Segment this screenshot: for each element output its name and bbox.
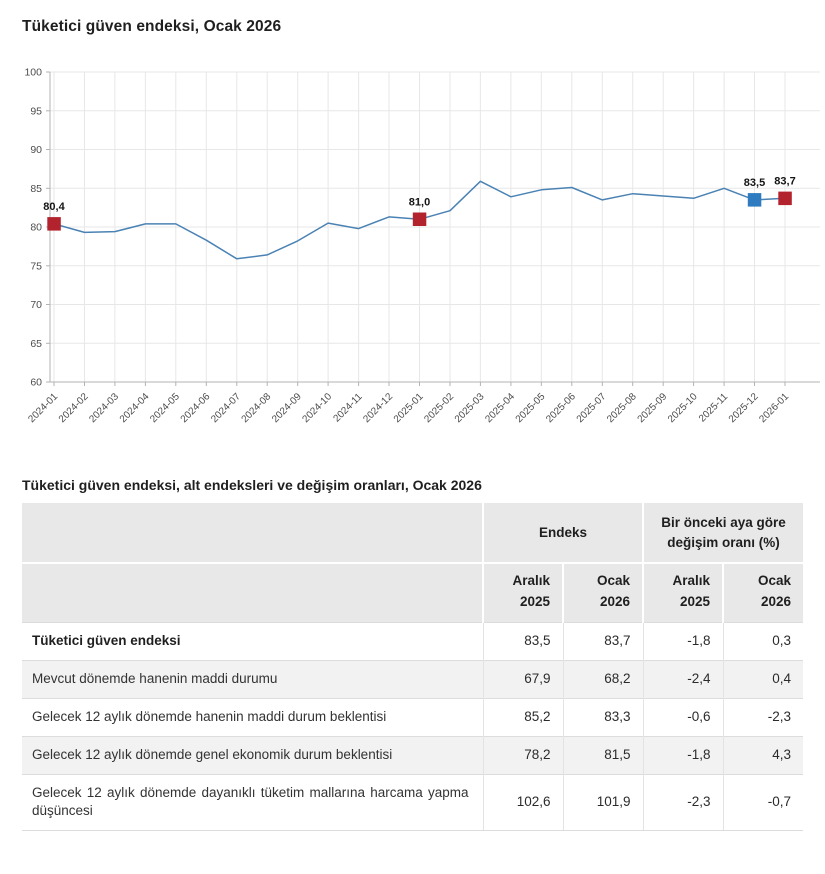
table-group-header: Endeks — [482, 503, 643, 564]
y-tick-label: 100 — [24, 67, 42, 79]
row-label: Gelecek 12 aylık dönemde dayanıklı tüket… — [22, 773, 483, 832]
point-value-label: 81,0 — [409, 196, 430, 208]
x-tick-label: 2025-11 — [697, 391, 731, 425]
x-tick-label: 2024-04 — [118, 391, 152, 425]
value-cell: -2,4 — [642, 659, 723, 699]
table-column-header: Aralık 2025 — [642, 562, 723, 623]
table-row: Gelecek 12 aylık dönemde dayanıklı tüket… — [22, 773, 804, 832]
x-tick-label: 2024-11 — [332, 391, 366, 425]
value-cell: -1,8 — [642, 735, 723, 775]
x-tick-label: 2024-01 — [26, 391, 60, 425]
y-tick-label: 75 — [30, 260, 42, 272]
table-column-header: Aralık 2025 — [482, 562, 563, 623]
value-cell: 67,9 — [482, 659, 563, 699]
x-tick-label: 2024-12 — [361, 391, 395, 425]
consumer-confidence-line-chart: 2024-012024-022024-032024-042024-052024-… — [24, 67, 820, 425]
x-tick-label: 2026-01 — [757, 391, 791, 425]
y-tick-label: 95 — [30, 105, 42, 117]
table-title: Tüketici güven endeksi, alt endeksleri v… — [22, 477, 482, 493]
point-value-label: 80,4 — [43, 201, 65, 213]
y-tick-label: 65 — [30, 338, 42, 350]
group-header-row: Endeks Bir önceki aya göre değişim oranı … — [22, 503, 804, 564]
value-cell: -2,3 — [642, 773, 723, 832]
x-tick-label: 2024-10 — [300, 391, 334, 425]
point-value-label: 83,7 — [774, 175, 795, 187]
value-cell: -0,7 — [722, 773, 804, 832]
x-tick-label: 2024-09 — [270, 391, 304, 425]
value-cell: 85,2 — [482, 697, 563, 737]
value-cell: 102,6 — [482, 773, 563, 832]
x-tick-label: 2024-07 — [209, 391, 243, 425]
value-cell: -0,6 — [642, 697, 723, 737]
value-cell: 0,3 — [722, 621, 804, 661]
x-tick-label: 2024-06 — [179, 391, 213, 425]
y-tick-label: 60 — [30, 377, 42, 389]
value-cell: 81,5 — [562, 735, 643, 775]
highlight-marker-2026-01 — [778, 191, 792, 206]
value-cell: -1,8 — [642, 621, 723, 661]
y-tick-label: 80 — [30, 222, 42, 234]
x-tick-label: 2025-10 — [666, 391, 700, 425]
x-tick-label: 2025-01 — [392, 391, 426, 425]
row-label: Gelecek 12 aylık dönemde hanenin maddi d… — [22, 697, 483, 737]
value-cell: 68,2 — [562, 659, 643, 699]
x-tick-label: 2025-04 — [483, 391, 517, 425]
table-row: Mevcut dönemde hanenin maddi durumu 67,9 6… — [22, 659, 804, 699]
table-row: Gelecek 12 aylık dönemde hanenin maddi d… — [22, 697, 804, 737]
table-row: Gelecek 12 aylık dönemde genel ekonomik … — [22, 735, 804, 775]
table-row: Tüketici güven endeksi 83,5 83,7 -1,8 0,3 — [22, 621, 804, 661]
x-tick-label: 2025-08 — [605, 391, 639, 425]
table-column-header — [22, 562, 483, 623]
highlight-marker-2025-12 — [747, 193, 762, 207]
x-tick-label: 2024-05 — [148, 391, 182, 425]
point-value-label: 83,5 — [744, 177, 765, 189]
x-tick-label: 2025-12 — [727, 391, 761, 425]
x-tick-label: 2024-02 — [57, 391, 91, 425]
value-cell: -2,3 — [722, 697, 804, 737]
x-tick-label: 2025-02 — [422, 391, 456, 425]
x-tick-label: 2025-07 — [575, 391, 609, 425]
highlight-marker-2024-01 — [47, 217, 61, 231]
row-label: Tüketici güven endeksi — [22, 621, 483, 661]
value-cell: 4,3 — [722, 735, 804, 775]
chart-title: Tüketici güven endeksi, Ocak 2026 — [22, 18, 282, 35]
table-body: Tüketici güven endeksi 83,5 83,7 -1,8 0,3 Mev… — [22, 621, 804, 832]
y-tick-label: 70 — [30, 299, 42, 311]
value-cell: 101,9 — [562, 773, 643, 832]
row-label: Gelecek 12 aylık dönemde genel ekonomik … — [22, 735, 483, 775]
x-tick-label: 2024-08 — [240, 391, 274, 425]
value-cell: 83,3 — [562, 697, 643, 737]
index-table: Endeks Bir önceki aya göre değişim oranı … — [22, 503, 804, 832]
column-header-row: Aralık 2025 Ocak 2026 Aralık 2025 Ocak 2026 — [22, 562, 804, 623]
x-tick-label: 2025-09 — [636, 391, 670, 425]
table-column-header: Ocak 2026 — [562, 562, 643, 623]
row-label: Mevcut dönemde hanenin maddi durumu — [22, 659, 483, 699]
value-cell: 0,4 — [722, 659, 804, 699]
table-column-header: Ocak 2026 — [721, 562, 804, 623]
x-tick-label: 2025-06 — [544, 391, 578, 425]
x-tick-label: 2025-03 — [453, 391, 487, 425]
x-tick-label: 2024-03 — [87, 391, 121, 425]
highlight-marker-2025-01 — [412, 212, 427, 226]
y-tick-label: 90 — [30, 144, 42, 156]
y-tick-label: 85 — [30, 183, 42, 195]
table-group-header — [22, 503, 483, 564]
value-cell: 83,7 — [562, 621, 643, 661]
x-tick-label: 2025-05 — [514, 391, 548, 425]
value-cell: 78,2 — [482, 735, 563, 775]
table-header: Endeks Bir önceki aya göre değişim oranı … — [22, 503, 804, 623]
value-cell: 83,5 — [482, 621, 563, 661]
table-group-header: Bir önceki aya göre değişim oranı (%) — [641, 503, 804, 564]
